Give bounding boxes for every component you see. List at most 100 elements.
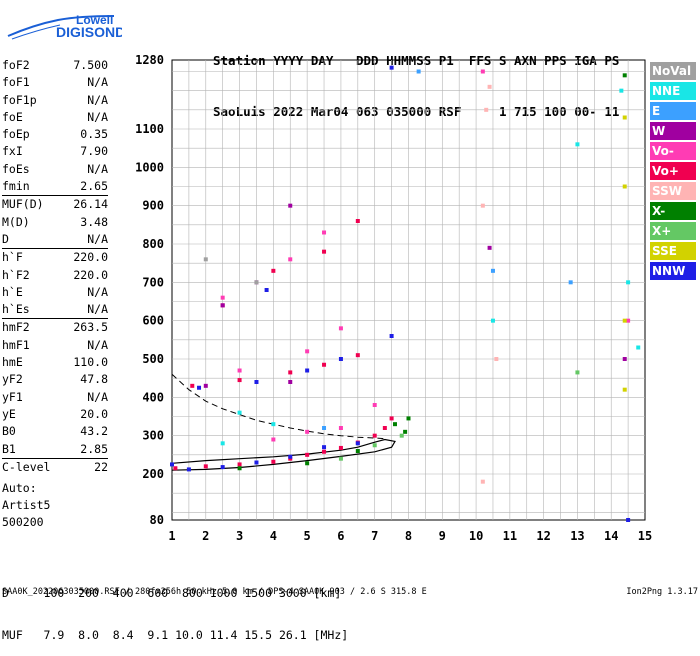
- param-name: yF2: [2, 372, 23, 387]
- param-value: N/A: [87, 337, 108, 352]
- echo-point-vo: [389, 416, 394, 421]
- param-value: N/A: [87, 231, 108, 246]
- param-name: hmF1: [2, 337, 30, 352]
- param-row: h`E N/A: [2, 284, 108, 301]
- param-value: 0.35: [80, 127, 108, 142]
- legend-item: SSW: [650, 182, 696, 200]
- echo-point-vo: [355, 219, 360, 223]
- param-name: foEp: [2, 127, 30, 142]
- autoscaler-version: 500200: [2, 515, 44, 529]
- echo-point-vo: [220, 295, 225, 300]
- param-value: 20.0: [80, 406, 108, 421]
- echo-point-x: [237, 466, 242, 471]
- echo-point-w: [288, 380, 293, 384]
- param-name: B0: [2, 424, 16, 439]
- echo-point-vo: [305, 349, 310, 354]
- param-name: foEs: [2, 161, 30, 176]
- param-value: 22: [94, 459, 108, 474]
- echo-point-nnw: [170, 462, 174, 467]
- x-tick-label: 3: [236, 529, 243, 543]
- y-tick-label: 900: [142, 199, 164, 213]
- param-value: 7.90: [80, 144, 108, 159]
- echo-point-nne: [220, 441, 225, 446]
- param-row: h`Es N/A: [2, 301, 108, 318]
- echo-point-vo: [271, 268, 276, 273]
- param-row: B1 2.85: [2, 441, 108, 458]
- echo-point-x: [622, 73, 627, 78]
- x-tick-label: 15: [638, 529, 652, 543]
- param-row: hmE 110.0: [2, 354, 108, 371]
- x-tick-label: 11: [503, 529, 517, 543]
- echo-point-nnw: [322, 445, 327, 450]
- param-row: foF2 7.500: [2, 57, 108, 74]
- param-value: N/A: [87, 302, 108, 317]
- param-name: hmF2: [2, 320, 30, 335]
- echo-point-vo: [288, 370, 293, 375]
- param-row: foEs N/A: [2, 161, 108, 178]
- param-value: 47.8: [80, 372, 108, 387]
- param-row: yE 20.0: [2, 406, 108, 423]
- y-tick-label: 700: [142, 275, 164, 289]
- param-name: fxI: [2, 144, 23, 159]
- echo-point-vo: [271, 437, 276, 442]
- param-name: foF1p: [2, 92, 37, 107]
- electron-density-profile: [171, 438, 396, 471]
- x-tick-label: 5: [304, 529, 311, 543]
- echo-point-vo: [355, 440, 360, 445]
- echo-point-nnw: [220, 465, 225, 470]
- param-name: h`F: [2, 250, 23, 265]
- y-tick-label: 200: [142, 467, 164, 481]
- legend-item: SSE: [650, 242, 696, 260]
- autoscaling-info: Auto: Artist5 500200: [2, 480, 50, 531]
- y-tick-label: 1000: [135, 160, 164, 174]
- echo-point-nne: [575, 142, 580, 147]
- echo-point-w: [487, 245, 492, 250]
- x-tick-label: 7: [371, 529, 378, 543]
- profile-extrapolation-dashed: [171, 373, 385, 440]
- legend-item: X-: [650, 202, 696, 220]
- param-name: M(D): [2, 214, 30, 229]
- header-line-1: Station YYYY DAY DDD HHMMSS P1 FFS S AXN…: [213, 53, 620, 68]
- legend-item: NNW: [650, 262, 696, 280]
- param-row: yF2 47.8: [2, 371, 108, 388]
- echo-point-vo: [237, 368, 242, 373]
- echo-point-vo: [372, 433, 377, 438]
- footer-version: Ion2Png 1.3.17: [626, 587, 698, 597]
- echo-point-nnw: [264, 288, 269, 292]
- param-row: foF1p N/A: [2, 92, 108, 109]
- echo-point-nnw: [305, 368, 310, 373]
- scaled-parameters-panel: foF2 7.500 foF1 N/A foF1p N/A foE N/A foEp 0.35 fx…: [2, 57, 108, 476]
- echo-point-x: [305, 461, 310, 466]
- echo-point-vo: [338, 445, 343, 450]
- param-name: D: [2, 231, 9, 246]
- param-row: B0 43.2: [2, 423, 108, 440]
- logo-line2: DIGISONDE: [56, 24, 122, 40]
- echo-point-nnw: [186, 467, 191, 472]
- param-value: N/A: [87, 109, 108, 124]
- x-tick-label: 14: [604, 529, 618, 543]
- param-name: C-level: [2, 459, 51, 474]
- param-value: 3.48: [80, 214, 108, 229]
- x-tick-label: 13: [570, 529, 584, 543]
- echo-point-w: [203, 383, 208, 388]
- echo-point-nne: [619, 88, 624, 93]
- echo-point-vo: [173, 466, 178, 471]
- param-name: h`E: [2, 284, 23, 299]
- param-value: N/A: [87, 75, 108, 90]
- echo-point-vo: [626, 318, 631, 323]
- distance-row: D 100 200 400 600 800 1000 1500 3000 [km…: [2, 586, 342, 600]
- param-name: h`F2: [2, 267, 30, 282]
- echo-point-vo: [271, 459, 276, 464]
- echo-point-e: [568, 280, 573, 285]
- station-header: Station YYYY DAY DDD HHMMSS P1 FFS S AXN…: [213, 18, 619, 137]
- echo-point-x: [399, 433, 404, 438]
- echo-point-x: [338, 456, 343, 461]
- echo-point-vo: [382, 426, 387, 430]
- echo-point-vo: [338, 426, 343, 430]
- param-name: foF2: [2, 58, 30, 72]
- echo-point-x: [355, 449, 360, 453]
- echo-point-nnw: [254, 380, 259, 384]
- echo-point-nnw: [389, 334, 394, 338]
- y-tick-label: 300: [142, 429, 164, 443]
- param-row: foEp 0.35: [2, 126, 108, 143]
